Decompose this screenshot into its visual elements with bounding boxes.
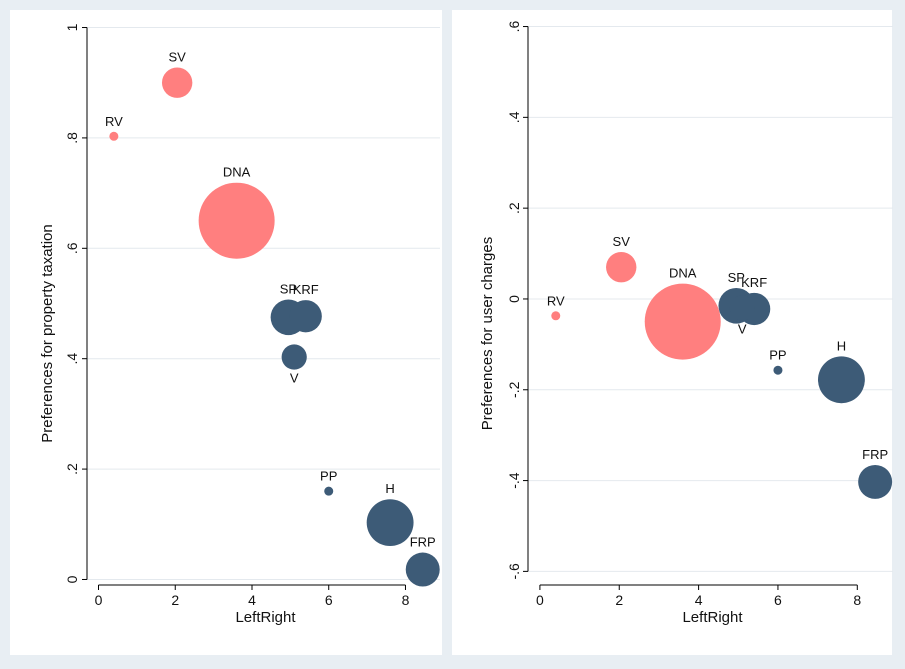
- y-tick-label: -.2: [506, 381, 522, 398]
- bubble-rv: [109, 131, 119, 141]
- y-tick-label: .2: [506, 202, 522, 214]
- x-tick-label: 0: [536, 592, 544, 608]
- x-tick-label: 2: [171, 592, 179, 608]
- bubble-h: [817, 356, 865, 404]
- y-axis-title: Preferences for user charges: [479, 237, 496, 430]
- x-tick-label: 8: [402, 592, 410, 608]
- y-tick-label: 1: [64, 23, 80, 31]
- bubble-label-krf: KRF: [293, 282, 319, 297]
- x-tick-label: 6: [774, 592, 782, 608]
- bubble-pp: [324, 486, 334, 496]
- bubble-sv: [606, 251, 637, 283]
- bubble-label-h: H: [385, 481, 394, 496]
- y-tick-label: .6: [64, 242, 80, 254]
- y-tick-label: -.6: [506, 563, 522, 580]
- x-axis-title: LeftRight: [235, 609, 296, 626]
- x-tick-label: 4: [695, 592, 703, 608]
- bubble-sv: [161, 67, 193, 98]
- panel-background: [10, 10, 442, 655]
- bubble-v: [281, 344, 307, 370]
- bubble-frp: [858, 464, 893, 499]
- bubble-v: [729, 295, 755, 321]
- y-tick-label: .4: [64, 353, 80, 365]
- bubble-label-pp: PP: [769, 348, 786, 363]
- bubble-label-v: V: [290, 371, 299, 386]
- bubble-pp: [773, 365, 783, 375]
- x-tick-label: 2: [615, 592, 623, 608]
- y-tick-label: 0: [506, 295, 522, 303]
- bubble-label-rv: RV: [547, 293, 565, 308]
- bubble-h: [366, 499, 414, 547]
- chart-panel-2: -.6 -.4 -.2 0 .2 .4 .6 0 2 4 6 8 LeftRight Preference…: [452, 10, 893, 655]
- y-tick-label: .2: [64, 463, 80, 475]
- y-tick-label: .4: [506, 111, 522, 123]
- y-tick-label: -.4: [506, 472, 522, 489]
- bubble-label-sp: SP: [280, 281, 297, 296]
- bubble-label-sp: SP: [728, 270, 745, 285]
- bubble-krf: [289, 300, 322, 333]
- bubble-label-pp: PP: [320, 469, 337, 484]
- bubble-label-sv: SV: [168, 50, 186, 65]
- bubble-label-krf: KRF: [741, 275, 767, 290]
- y-axis-title: Preferences for property taxation: [39, 224, 56, 442]
- bubble-dna: [644, 283, 721, 360]
- bubble-label-frp: FRP: [410, 535, 436, 550]
- x-tick-label: 4: [248, 592, 256, 608]
- x-axis-title: LeftRight: [682, 609, 743, 626]
- bubble-label-sv: SV: [613, 234, 631, 249]
- bubble-label-dna: DNA: [223, 165, 251, 180]
- bubble-label-h: H: [837, 338, 846, 353]
- bubble-label-frp: FRP: [862, 447, 888, 462]
- bubble-dna: [198, 182, 275, 259]
- x-tick-label: 8: [853, 592, 861, 608]
- bubble-frp: [405, 552, 440, 587]
- y-tick-label: .6: [506, 20, 522, 32]
- x-tick-label: 0: [95, 592, 103, 608]
- y-tick-label: 0: [64, 575, 80, 583]
- y-tick-label: .8: [64, 132, 80, 144]
- bubble-rv: [551, 311, 561, 321]
- bubble-label-v: V: [738, 322, 747, 337]
- bubble-label-rv: RV: [105, 114, 123, 129]
- bubble-label-dna: DNA: [669, 266, 697, 281]
- x-tick-label: 6: [325, 592, 333, 608]
- chart-panel-1: 0 .2 .4 .6 .8 1 0 2 4 6 8 LeftRight Preferences for …: [10, 10, 442, 655]
